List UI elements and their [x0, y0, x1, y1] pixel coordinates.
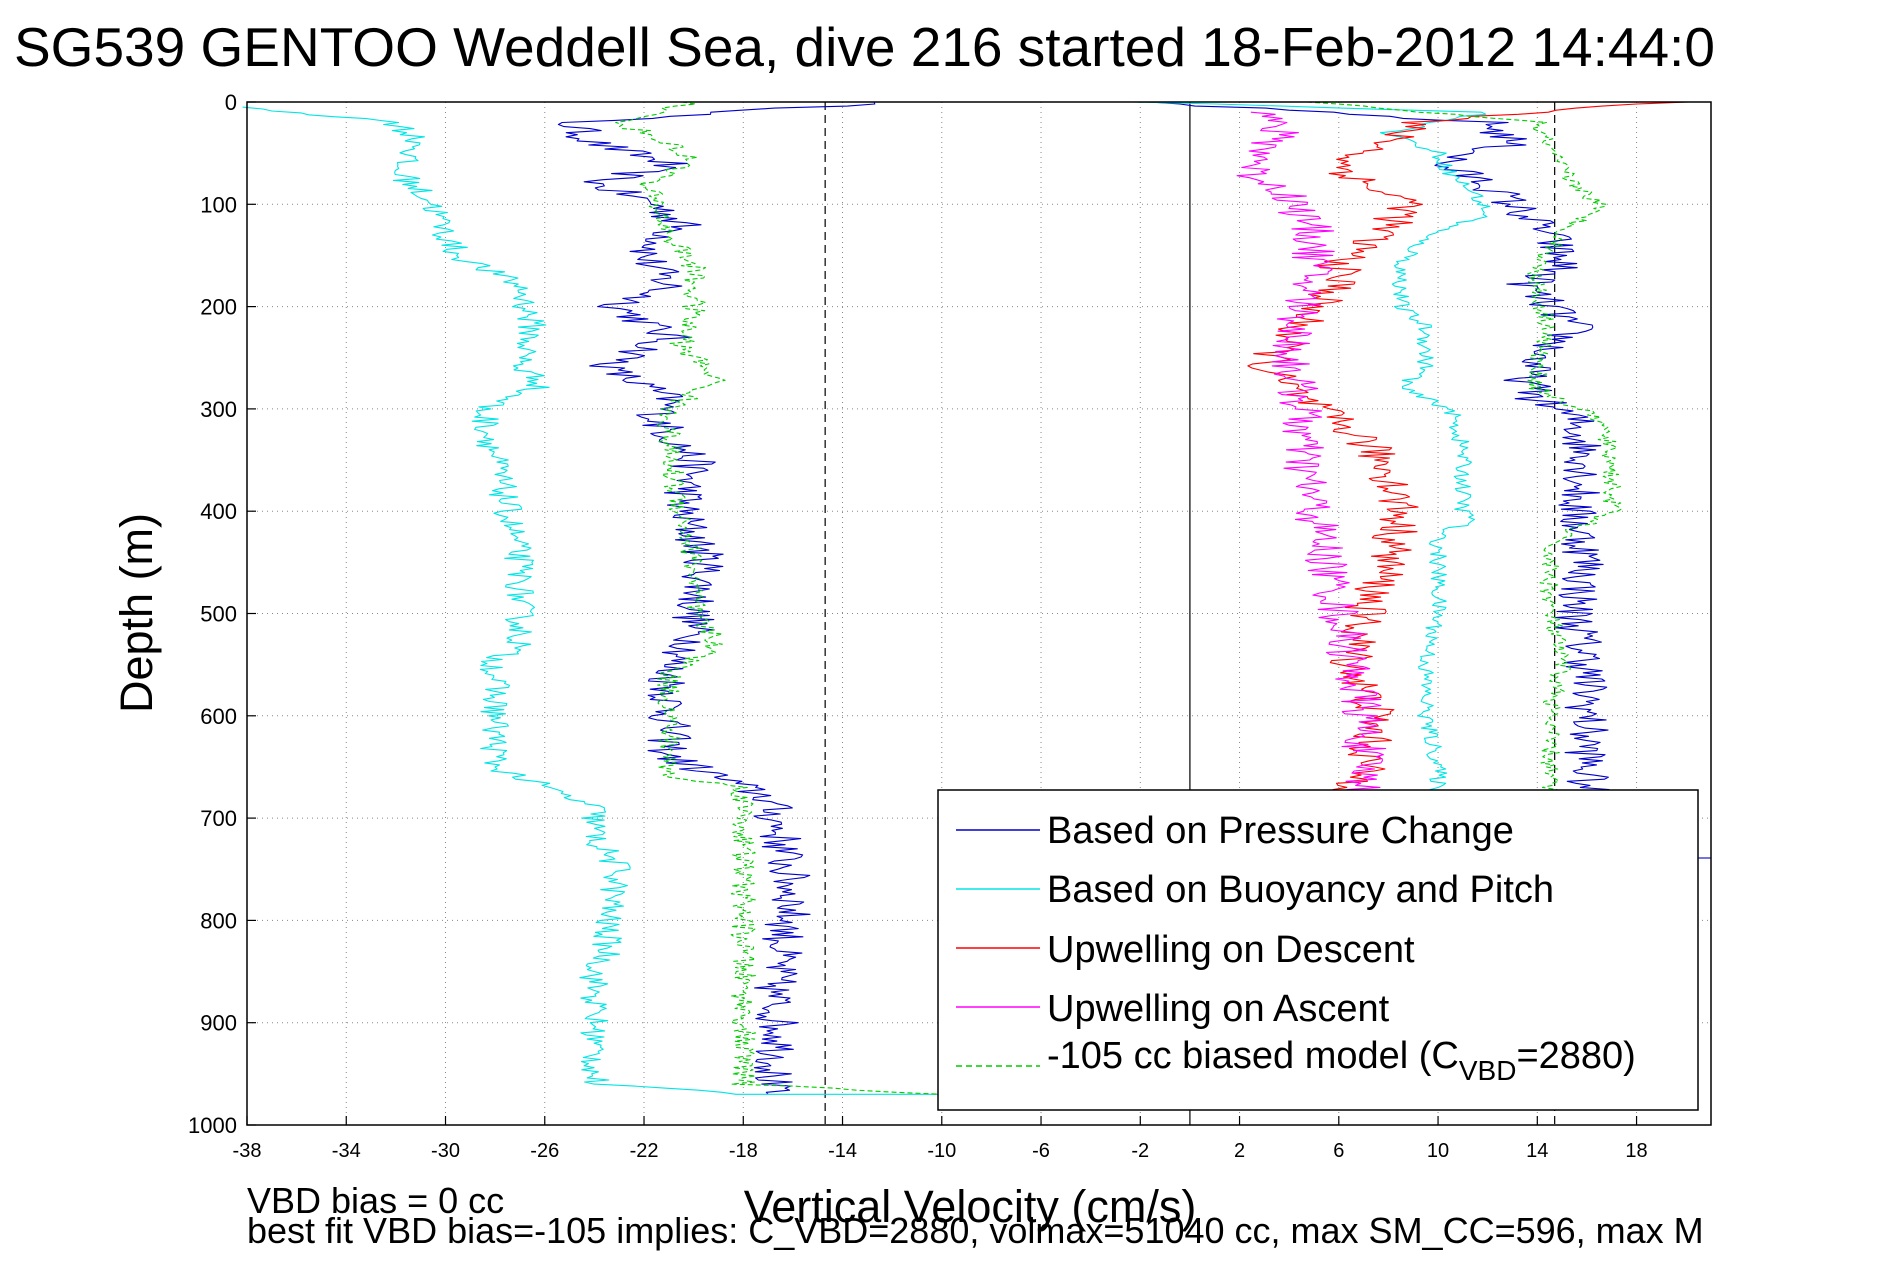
legend-label-model-suffix: =2880): [1516, 1035, 1635, 1077]
chart-title: SG539 GENTOO Weddell Sea, dive 216 start…: [14, 16, 1715, 78]
y-tick-label: 400: [200, 499, 237, 524]
x-tick-label: -26: [530, 1140, 559, 1162]
series-line-4: [1247, 101, 1689, 799]
y-tick-label: 0: [225, 90, 237, 115]
y-tick-label: 200: [200, 295, 237, 320]
series-group: [242, 101, 1711, 1095]
y-tick-label: 500: [200, 602, 237, 627]
x-tick-label: -18: [729, 1140, 758, 1162]
footer-line-2: best fit VBD bias=-105 implies: C_VBD=28…: [247, 1210, 1704, 1251]
y-tick-label: 100: [200, 192, 237, 217]
x-tick-label: 14: [1526, 1140, 1548, 1162]
x-tick-label: -30: [431, 1140, 460, 1162]
y-tick-label: 600: [200, 704, 237, 729]
legend-label-model: -105 cc biased model (CVBD=2880): [1047, 1035, 1636, 1086]
x-tick-label: 18: [1625, 1140, 1647, 1162]
y-tick-label: 900: [200, 1011, 237, 1036]
x-tick-label: -14: [828, 1140, 857, 1162]
legend-label-ascent: Upwelling on Ascent: [1047, 988, 1390, 1030]
y-axis-label: Depth (m): [111, 513, 162, 713]
x-tick-label: -6: [1032, 1140, 1050, 1162]
series-line-2: [242, 106, 1091, 1095]
x-tick-label: 10: [1427, 1140, 1449, 1162]
x-tick-label: -10: [927, 1140, 956, 1162]
legend-label-pressure: Based on Pressure Change: [1047, 810, 1514, 852]
x-tick-label: -38: [233, 1140, 262, 1162]
series-line-5: [1236, 111, 1387, 799]
x-tick-label: 6: [1333, 1140, 1344, 1162]
x-tick-label: 2: [1234, 1140, 1245, 1162]
y-tick-label: 300: [200, 397, 237, 422]
y-tick-label: 1000: [188, 1113, 237, 1138]
footer-line-1: VBD bias = 0 cc: [247, 1180, 504, 1221]
legend-label-buoyancy: Based on Buoyancy and Pitch: [1047, 869, 1554, 911]
y-axis-ticks: 0 100 200 300 400 500 600 700 800 900 1000: [188, 90, 256, 1138]
legend-label-model-sub: VBD: [1459, 1055, 1517, 1086]
x-tick-label: -2: [1131, 1140, 1149, 1162]
x-axis-ticks: -38 -34 -30 -26 -22 -18 -14 -10 -6 -2 2 6 10 14 18: [233, 1116, 1648, 1162]
legend-label-model-prefix: -105 cc biased model (C: [1047, 1035, 1459, 1077]
series-line-1: [1149, 101, 1610, 799]
y-tick-label: 700: [200, 806, 237, 831]
legend-box: [937, 789, 1699, 1111]
series-line-3: [1132, 101, 1491, 799]
series-line-6: [615, 101, 942, 1095]
y-tick-label: 800: [200, 908, 237, 933]
legend: Based on Pressure Change Based on Buoyan…: [937, 789, 1699, 1111]
x-tick-label: -34: [332, 1140, 361, 1162]
legend-label-descent: Upwelling on Descent: [1047, 929, 1415, 971]
x-axis-label: Vertical Velocity (cm/s): [744, 1181, 1197, 1232]
x-tick-label: -22: [630, 1140, 659, 1162]
series-line-0: [557, 101, 876, 1095]
